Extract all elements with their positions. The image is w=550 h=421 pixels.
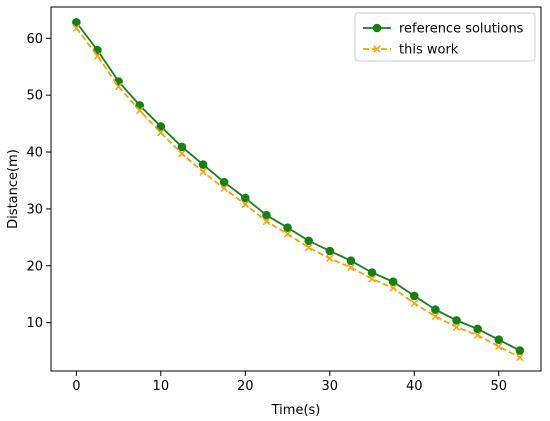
plot-area [51,7,541,371]
data-point [283,230,292,238]
x-tick-label: 50 [490,379,507,394]
data-point [431,312,440,321]
series-this-work [72,24,524,362]
x-tick-label: 20 [237,379,254,394]
data-point [410,299,419,308]
data-point [177,142,187,152]
x-tick-label: 10 [153,379,170,394]
data-point [473,324,482,334]
data-point [283,223,292,232]
data-point [72,24,81,32]
x-tick-label: 40 [406,379,423,394]
data-point [494,335,504,345]
legend-label: reference solutions [399,22,524,37]
x-tick-label: 0 [72,379,80,394]
y-tick-label: 20 [26,259,43,274]
data-point [452,316,461,325]
data-point [431,305,440,314]
x-axis: 0 10 20 30 40 50 [72,371,507,394]
data-point [367,268,377,277]
legend-marker [373,45,381,53]
data-point [389,284,397,292]
data-point [262,217,271,226]
data-point [220,184,228,193]
x-tick-label: 30 [322,379,339,394]
data-point [325,246,335,256]
data-point [346,256,356,265]
legend-box [354,12,536,62]
data-point [262,210,271,220]
data-point [114,82,123,91]
data-point [178,150,186,158]
y-tick-label: 30 [26,202,43,217]
data-point [199,168,207,176]
data-point [347,263,355,272]
y-tick-label: 60 [26,32,43,47]
data-point [304,236,313,246]
data-point [368,275,376,283]
data-point [219,177,229,187]
data-point [326,254,334,263]
data-point [156,122,166,131]
legend-label: this work [399,43,459,58]
data-point [452,323,461,331]
plot-frame [50,6,542,372]
series-layer [72,18,525,362]
y-axis-label: Distance(m) [6,149,21,229]
data-point [304,243,313,252]
legend: reference solutions this work [354,12,536,62]
y-tick-label: 50 [26,89,43,104]
data-point [495,342,503,351]
data-point [516,353,524,362]
legend-marker [372,23,382,33]
data-point [388,277,398,287]
data-point [157,128,165,137]
series-line [75,27,521,359]
data-point [241,193,250,203]
data-point [409,291,419,301]
data-point [93,52,102,60]
y-tick-label: 40 [26,146,43,161]
y-tick-label: 10 [26,316,43,331]
x-axis-label: Time(s) [271,403,321,418]
y-axis: 10 20 30 40 50 60 [26,32,51,331]
series-line [75,21,521,352]
data-point [135,106,144,115]
data-point [198,160,208,169]
data-point [241,200,250,209]
data-point [72,18,81,27]
data-point [473,331,482,339]
data-point [515,346,525,355]
